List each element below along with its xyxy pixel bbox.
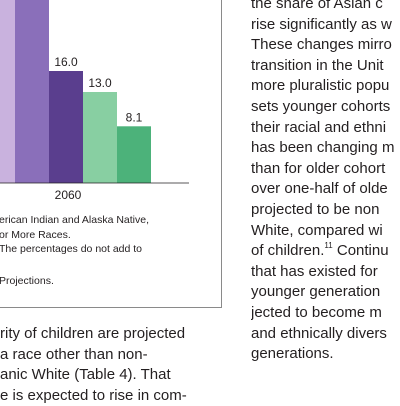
- bar-value-label-3: 8.1: [126, 110, 143, 124]
- figure-note-line-3: The percentages do not add to: [0, 243, 214, 256]
- text-segment: Continu: [333, 242, 389, 259]
- figure-note-line-1: erican Indian and Alaska Native,: [0, 214, 214, 227]
- bar-value-label-2: 13.0: [88, 76, 112, 90]
- bar-group: 31.916.013.08.1: [0, 0, 151, 183]
- text-line: the share of Asian c: [251, 0, 400, 15]
- bar-value-label-1: 16.0: [54, 55, 78, 69]
- text-line: transition in the Unit: [251, 56, 400, 77]
- bar-1: [49, 71, 83, 183]
- text-line: anic White (Table 4). That: [0, 365, 222, 386]
- figure-source-line: Projections.: [0, 275, 214, 288]
- footnote-reference: 11: [324, 241, 332, 250]
- right-body-text: the share of Asian c rise significantly …: [251, 0, 400, 365]
- bar-3: [117, 126, 151, 183]
- left-body-text: rity of children are projected a race ot…: [0, 324, 222, 406]
- text-line: jected to become m: [251, 303, 400, 324]
- text-line: a race other than non-: [0, 345, 222, 366]
- bar-2: [83, 92, 117, 183]
- text-line: has been changing m: [251, 138, 400, 159]
- text-line: White, compared wi: [251, 221, 400, 242]
- text-line: over one-half of olde: [251, 179, 400, 200]
- text-line: generations.: [251, 344, 400, 365]
- text-line: their racial and ethni: [251, 118, 400, 139]
- text-line: rise significantly as w: [251, 15, 400, 36]
- text-line: projected to be non: [251, 200, 400, 221]
- bar-partial-cropped: [0, 0, 15, 183]
- x-tick-label-2060: 2060: [55, 188, 82, 202]
- bar-chart: 31.916.013.08.1 2060: [0, 0, 221, 209]
- text-line: e is expected to rise in com-: [0, 386, 222, 406]
- bar-0: [15, 0, 49, 183]
- text-line: and ethnically divers: [251, 324, 400, 345]
- text-segment: of children.: [251, 242, 324, 259]
- text-line: that has existed for: [251, 262, 400, 283]
- text-line: rity of children are projected: [0, 324, 222, 345]
- text-line: of children.11 Continu: [251, 241, 400, 262]
- figure-panel: 31.916.013.08.1 2060 erican Indian and A…: [0, 0, 222, 308]
- text-line: sets younger cohorts: [251, 97, 400, 118]
- text-line: more pluralistic popu: [251, 76, 400, 97]
- figure-note-line-2: or More Races.: [0, 229, 214, 242]
- text-line: younger generation: [251, 282, 400, 303]
- text-line: These changes mirro: [251, 35, 400, 56]
- text-line: than for older cohort: [251, 159, 400, 180]
